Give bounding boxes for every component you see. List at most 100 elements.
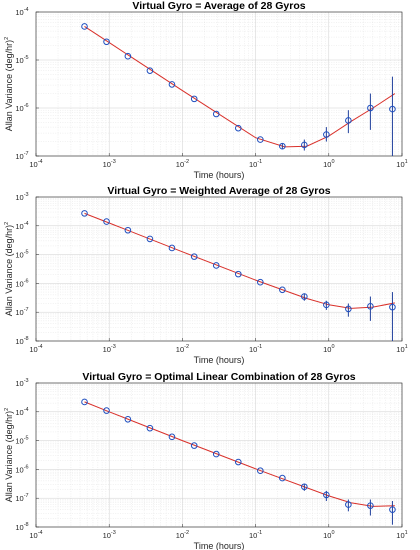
x-tick-label: 100 [323,530,334,540]
x-tick-base: 10 [249,160,257,169]
y-tick-label: 10-4 [15,221,28,231]
data-point [124,226,132,234]
x-tick-exponent: 0 [331,159,334,165]
x-tick-base: 10 [323,345,331,354]
plot-frame [35,196,403,342]
y-tick-label: 10-7 [15,493,28,503]
x-tick-label: 101 [396,344,407,354]
fit-line [84,25,396,148]
x-tick-label: 10-4 [29,344,42,354]
x-tick-label: 100 [323,344,334,354]
y-tick-label: 10-3 [15,378,28,388]
y-tick-base: 10 [15,222,23,231]
data-point [279,286,286,294]
data-point [345,117,352,124]
x-tick-base: 10 [323,531,331,540]
x-tick-base: 10 [176,160,184,169]
data-point [168,433,176,441]
y-tick-base: 10 [15,279,23,288]
data-point [301,483,308,491]
x-tick-base: 10 [176,531,184,540]
x-tick-base: 10 [249,345,257,354]
data-point [81,210,88,217]
plot-frame [35,11,403,157]
y-tick-exponent: -5 [24,436,29,442]
y-tick-base: 10 [15,8,23,17]
y-tick-label: 10-5 [15,250,28,260]
data-point [212,450,220,458]
x-tick-exponent: -4 [38,159,43,165]
grid [35,196,403,342]
panel-title: Virtual Gyro = Optimal Linear Combinatio… [82,371,355,383]
data-point [367,502,374,509]
data-point [257,467,264,475]
data-point [234,458,242,466]
data-point [279,474,286,482]
y-axis-label: Allan Variance (deg/hr)2 [4,37,14,131]
x-tick-exponent: 1 [405,530,408,536]
panel-average: Virtual Gyro = Average of 28 Gyros Time … [4,0,408,180]
x-tick-exponent: -4 [38,344,43,350]
x-tick-exponent: 0 [331,344,334,350]
x-tick-base: 10 [396,160,404,169]
y-tick-exponent: -6 [24,278,29,284]
x-tick-base: 10 [103,160,111,169]
data-point [81,23,88,30]
x-tick-label: 10-2 [176,159,189,169]
y-tick-base: 10 [15,465,23,474]
x-tick-label: 10-1 [249,159,262,169]
x-axis-label: Time (hours) [194,541,245,550]
data-point [81,398,88,406]
y-tick-exponent: -3 [24,378,29,384]
x-tick-label: 100 [323,159,334,169]
y-tick-base: 10 [15,437,23,446]
y-tick-base: 10 [15,308,23,317]
y-tick-label: 10-8 [15,336,28,346]
data-point [168,244,176,252]
grid [35,382,403,528]
y-tick-label: 10-6 [15,464,28,474]
y-tick-label: 10-6 [15,103,28,113]
y-tick-label: 10-4 [15,7,28,17]
x-tick-exponent: -1 [257,530,262,536]
x-tick-base: 10 [29,160,37,169]
panel-title: Virtual Gyro = Average of 28 Gyros [132,0,305,12]
y-tick-exponent: -3 [24,192,29,198]
x-axis-label: Time (hours) [194,170,245,180]
data-point [190,253,198,260]
panel-optimal-combination: Virtual Gyro = Optimal Linear Combinatio… [4,371,408,550]
x-tick-label: 101 [396,159,407,169]
x-tick-label: 10-4 [29,530,42,540]
y-tick-label: 10-6 [15,278,28,288]
y-tick-base: 10 [15,152,23,161]
y-tick-label: 10-5 [15,55,28,65]
data-point [168,81,176,88]
data-point [323,301,330,309]
y-tick-label: 10-3 [15,192,28,202]
y-tick-exponent: -8 [24,336,29,342]
x-tick-base: 10 [103,345,111,354]
y-axis-label-exponent: 2 [4,222,10,225]
data-point [389,105,396,113]
x-tick-exponent: -2 [184,344,189,350]
y-tick-label: 10-5 [15,436,28,446]
x-tick-label: 10-1 [249,530,262,540]
data-point [345,305,352,313]
y-axis-label-text: Allan Variance (deg/hr) [4,411,14,502]
y-tick-base: 10 [15,494,23,503]
panel-title: Virtual Gyro = Weighted Average of 28 Gy… [107,185,330,197]
y-tick-label: 10-7 [15,307,28,317]
x-tick-label: 10-3 [103,344,116,354]
data-point [323,491,330,499]
data-point [212,262,220,269]
y-axis-label-exponent: 2 [4,37,10,40]
data-point [257,136,264,143]
y-tick-exponent: -4 [24,7,29,13]
data-point [301,141,308,149]
y-tick-base: 10 [15,379,23,388]
y-tick-exponent: -7 [24,307,29,313]
x-tick-base: 10 [396,531,404,540]
x-tick-label: 10-3 [103,159,116,169]
data-point [301,293,308,300]
